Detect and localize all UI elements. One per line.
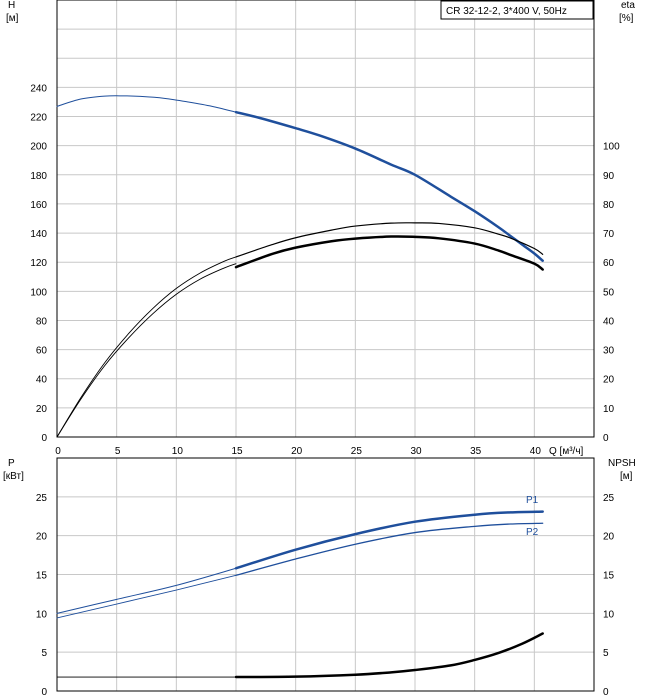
series-eta2-thin — [56, 263, 237, 438]
tick-label: 80 — [36, 316, 48, 327]
tick-label: 10 — [603, 404, 615, 415]
top-left-axis-title: H — [8, 0, 15, 11]
x-axis-label: Q [м³/ч] — [549, 446, 584, 457]
tick-label: 20 — [603, 375, 615, 386]
tick-label: 0 — [41, 433, 47, 444]
series-labels: P1 P2 — [526, 495, 539, 538]
top-left-axis-unit: [м] — [6, 13, 19, 24]
tick-label: 50 — [603, 287, 615, 298]
tick-label: 20 — [291, 446, 303, 457]
title-box-text: CR 32-12-2, 3*400 V, 50Hz — [446, 6, 567, 17]
bottom-panel-frame — [56, 457, 595, 692]
tick-label: 0 — [41, 687, 47, 698]
tick-label: 10 — [603, 609, 615, 620]
tick-label: 100 — [30, 287, 47, 298]
tick-label: 220 — [30, 113, 47, 124]
tick-label: 40 — [36, 375, 48, 386]
tick-label: 5 — [603, 648, 609, 659]
tick-label: 15 — [603, 571, 615, 582]
series-P2-thick — [235, 522, 544, 576]
series-NPSH-thick — [234, 632, 544, 679]
top-grid — [56, 0, 594, 437]
tick-label: 5 — [115, 446, 121, 457]
bottom-right-axis-unit: [м] — [620, 471, 633, 482]
series-H-thick — [234, 110, 544, 262]
tick-label: 160 — [30, 200, 47, 211]
bottom-left-axis-title: P — [8, 458, 15, 469]
tick-label: 0 — [603, 687, 609, 698]
tick-label: 25 — [351, 446, 363, 457]
series-eta1-thin — [56, 256, 237, 438]
tick-label: 100 — [603, 142, 620, 153]
tick-label: 10 — [36, 609, 48, 620]
series-P1-thin — [56, 567, 237, 614]
series-eta1-thick — [235, 222, 544, 258]
title-box — [440, 0, 594, 20]
tick-label: 140 — [30, 229, 47, 240]
tick-label: 10 — [172, 446, 184, 457]
tick-label: 180 — [30, 171, 47, 182]
tick-label: 60 — [603, 258, 615, 269]
series-eta2-thick — [234, 235, 544, 271]
tick-label: 30 — [410, 446, 422, 457]
tick-label: 25 — [603, 493, 615, 504]
tick-label: 30 — [603, 346, 615, 357]
tick-label: 240 — [30, 83, 47, 94]
bottom-left-axis-unit: [кВт] — [3, 471, 24, 482]
tick-label: 15 — [36, 571, 48, 582]
bottom-right-axis-title: NPSH — [608, 458, 636, 469]
tick-label: 60 — [36, 346, 48, 357]
top-right-axis-unit: [%] — [619, 13, 634, 24]
tick-label: 35 — [470, 446, 482, 457]
tick-label: 20 — [36, 532, 48, 543]
curve-label-p1: P1 — [526, 495, 539, 506]
tick-label: 15 — [231, 446, 243, 457]
tick-labels: 0204060801001201401601802002202400102030… — [30, 83, 620, 698]
top-right-axis-title: eta — [621, 0, 635, 11]
tick-label: 5 — [41, 648, 47, 659]
tick-label: 40 — [530, 446, 542, 457]
series-P1-thick — [234, 510, 544, 570]
top-panel-frame — [56, 0, 595, 438]
series-lines — [56, 95, 544, 679]
tick-label: 200 — [30, 142, 47, 153]
tick-label: 120 — [30, 258, 47, 269]
bottom-grid — [56, 458, 594, 691]
curve-label-p2: P2 — [526, 527, 539, 538]
tick-label: 25 — [36, 493, 48, 504]
series-H-thin — [56, 95, 237, 113]
tick-label: 0 — [603, 433, 609, 444]
tick-label: 40 — [603, 316, 615, 327]
series-P2-thin — [56, 574, 237, 619]
tick-label: 70 — [603, 229, 615, 240]
tick-label: 90 — [603, 171, 615, 182]
tick-label: 20 — [603, 532, 615, 543]
tick-label: 80 — [603, 200, 615, 211]
tick-label: 0 — [55, 446, 61, 457]
tick-label: 20 — [36, 404, 48, 415]
